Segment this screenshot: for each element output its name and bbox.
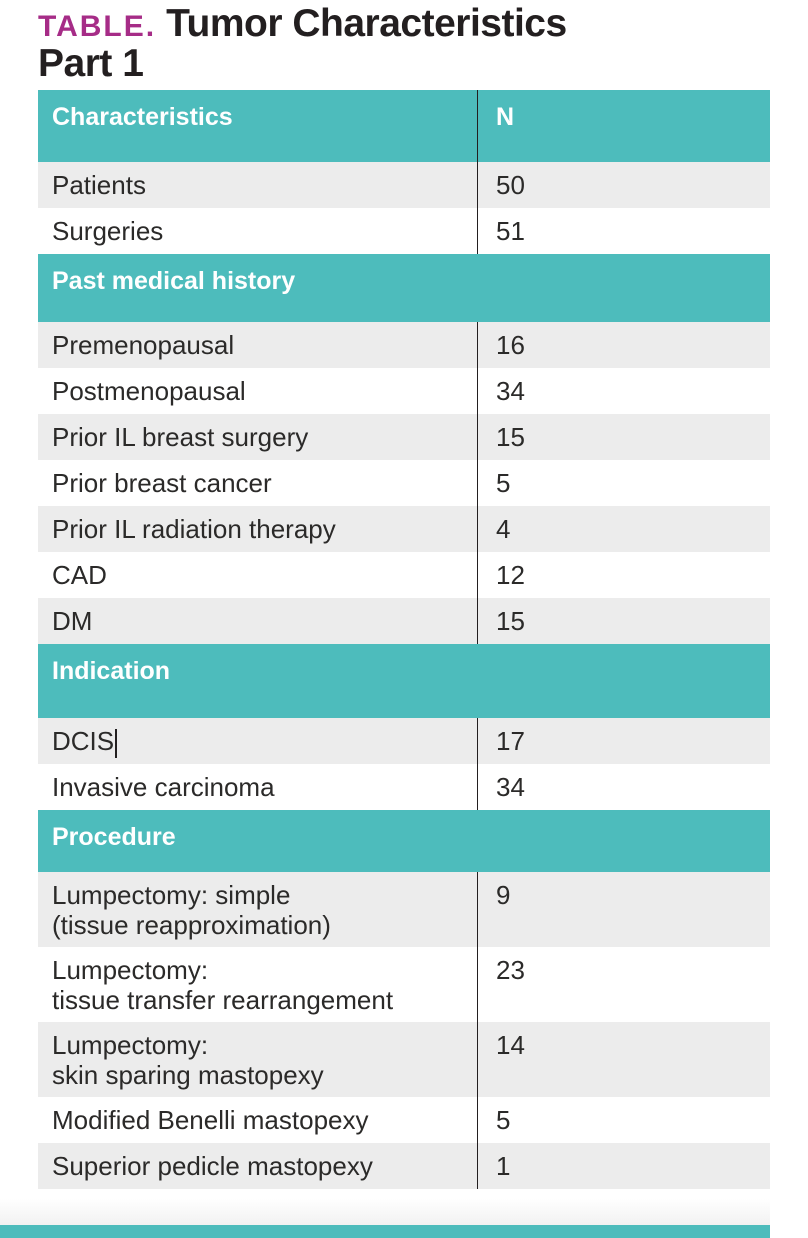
row-label-cell: Prior IL breast surgery [38,414,478,460]
row-value-cell: 12 [496,560,525,590]
row-label-cell: Modified Benelli mastopexy [38,1097,478,1143]
table-row: Prior breast cancer 5 [38,460,770,506]
row-label: Patients [52,170,146,200]
table-kicker-label: TABLE. [38,10,157,43]
table-row: DM 15 [38,598,770,644]
table-row: CAD 12 [38,552,770,598]
row-label: Prior breast cancer [52,468,272,498]
table-row: Patients 50 [38,162,770,208]
row-label-cell: Premenopausal [38,322,478,368]
row-label: Superior pedicle mastopexy [52,1151,373,1181]
row-label-cell: Prior breast cancer [38,460,478,506]
row-label-cell: Superior pedicle mastopexy [38,1143,478,1189]
row-value-cell: 5 [496,1105,511,1135]
row-value-cell: 1 [496,1151,511,1181]
table-row: Prior IL breast surgery 15 [38,414,770,460]
row-value-cell: 51 [496,216,525,246]
table-row: Modified Benelli mastopexy 5 [38,1097,770,1143]
row-value-cell: 4 [496,514,511,544]
characteristics-table: Characteristics N Patients 50 Surgeries 51 P… [38,90,770,1189]
table-row: Prior IL radiation therapy 4 [38,506,770,552]
row-label-cell: Lumpectomy: skin sparing mastopexy [38,1022,478,1097]
table-title-line2: Part 1 [38,41,144,85]
row-label-cell: Lumpectomy: tissue transfer rearrangemen… [38,947,478,1022]
table-row: Lumpectomy: skin sparing mastopexy 14 [38,1022,770,1097]
table-title-line1: Tumor Characteristics [166,2,567,45]
row-value-cell: 34 [496,772,525,802]
table-row: Premenopausal 16 [38,322,770,368]
table-title: TABLE. Tumor Characteristics Part 1 [38,4,718,84]
row-label-cell: Surgeries [38,208,478,254]
row-value-cell: 34 [496,376,525,406]
table-row: Superior pedicle mastopexy 1 [38,1143,770,1189]
row-label: Lumpectomy: skin sparing mastopexy [52,1030,324,1090]
table-row: Invasive carcinoma 34 [38,764,770,810]
row-value-cell: 14 [496,1030,525,1060]
table-row: Postmenopausal 34 [38,368,770,414]
row-value-cell: 23 [496,955,525,985]
table-body: Patients 50 Surgeries 51 Past medical histor… [38,162,770,1189]
text-caret [115,729,118,758]
section-header-procedure: Procedure [38,810,770,872]
row-label: Surgeries [52,216,164,246]
row-label-cell: DM [38,598,478,644]
row-label-cell: Prior IL radiation therapy [38,506,478,552]
table-row: DCIS 17 [38,718,770,764]
row-value-cell: 50 [496,170,525,200]
table-row: Surgeries 51 [38,208,770,254]
table-row: Lumpectomy: tissue transfer rearrangemen… [38,947,770,1022]
row-value-cell: 5 [496,468,511,498]
page-bottom-fade [0,1199,770,1225]
row-label: Prior IL radiation therapy [52,514,336,544]
row-value-cell: 9 [496,880,511,910]
row-label: Premenopausal [52,330,235,360]
next-table-accent-bar [0,1225,770,1238]
row-label-cell: Postmenopausal [38,368,478,414]
row-label: Lumpectomy: simple (tissue reapproximati… [52,880,331,940]
row-label: CAD [52,560,107,590]
row-label-cell: CAD [38,552,478,598]
row-label: DCIS [52,726,115,756]
column-header-n: N [496,103,515,131]
row-value-cell: 16 [496,330,525,360]
row-label-cell: Invasive carcinoma [38,764,478,810]
row-label: Lumpectomy: tissue transfer rearrangemen… [52,955,394,1015]
row-label: Invasive carcinoma [52,772,275,802]
table-row: Lumpectomy: simple (tissue reapproximati… [38,872,770,947]
row-label-cell: Patients [38,162,478,208]
section-header-indication: Indication [38,644,770,718]
row-label: DM [52,606,93,636]
table-column-header-row: Characteristics N [38,90,770,162]
row-value-cell: 17 [496,726,525,756]
row-label: Prior IL breast surgery [52,422,309,452]
row-value-cell: 15 [496,422,525,452]
row-label: Modified Benelli mastopexy [52,1105,369,1135]
column-header-characteristics: Characteristics [38,90,478,162]
section-header-past-medical-history: Past medical history [38,254,770,322]
row-label-cell[interactable]: DCIS [38,718,478,764]
row-label: Postmenopausal [52,376,246,406]
row-value-cell: 15 [496,606,525,636]
row-label-cell: Lumpectomy: simple (tissue reapproximati… [38,872,478,947]
